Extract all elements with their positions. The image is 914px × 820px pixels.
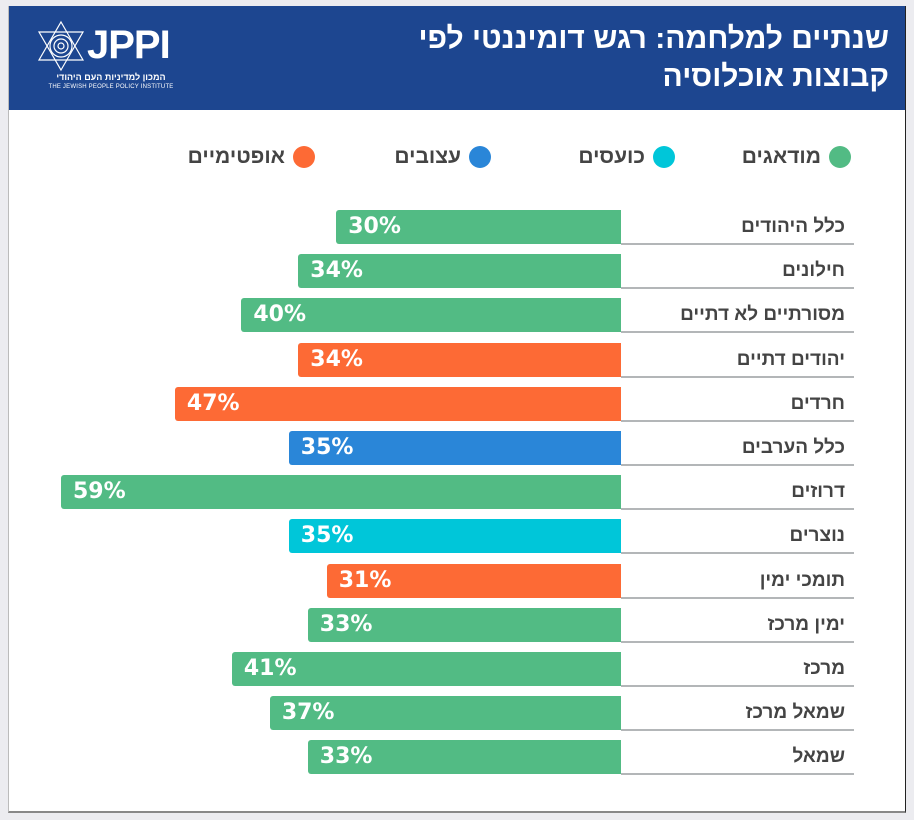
header: JPPI המכון למדיניות העם היהודי THE JEWIS… bbox=[9, 6, 905, 110]
category-label: דרוזים bbox=[791, 481, 845, 503]
bar-value-label: 33% bbox=[319, 744, 373, 770]
bar-value-label: 34% bbox=[310, 346, 363, 372]
row-divider bbox=[621, 243, 854, 245]
legend-item-optimistic: אופטימיים bbox=[188, 145, 315, 169]
category-label: חילונים bbox=[782, 260, 845, 282]
bar bbox=[174, 386, 621, 421]
category-label: שמאל מרכז bbox=[745, 702, 845, 724]
bar-value-label: 31% bbox=[338, 567, 392, 593]
bar bbox=[307, 607, 621, 642]
bar-value-label: 33% bbox=[319, 611, 373, 637]
legend-label: כועסים bbox=[578, 145, 645, 168]
page-title: שנתיים למלחמה: רגש דומיננטי לפי קבוצות א… bbox=[329, 20, 889, 96]
row-divider bbox=[621, 375, 854, 378]
legend-item-sad: עצובים bbox=[394, 145, 491, 169]
legend-swatch-icon bbox=[653, 146, 675, 168]
category-label: תומכי ימין bbox=[759, 569, 845, 591]
row-divider bbox=[621, 331, 854, 334]
row-divider bbox=[621, 685, 854, 687]
legend-item-angry: כועסים bbox=[578, 145, 675, 169]
legend-swatch-icon bbox=[469, 146, 491, 168]
bar-value-label: 37% bbox=[281, 700, 335, 726]
bar bbox=[298, 342, 621, 377]
logo-wordmark: JPPI bbox=[87, 23, 171, 67]
category-label: חרדים bbox=[790, 392, 845, 414]
bar bbox=[241, 298, 621, 333]
category-label: כלל היהודים bbox=[741, 216, 845, 237]
legend-label: מודאגים bbox=[741, 145, 821, 168]
bar-value-label: 47% bbox=[186, 390, 240, 416]
category-label: נוצרים bbox=[789, 525, 845, 547]
logo-english-name: THE JEWISH PEOPLE POLICY INSTITUTE bbox=[48, 84, 174, 90]
legend-swatch-icon bbox=[829, 146, 851, 168]
bar bbox=[288, 519, 621, 554]
infographic-card: JPPI המכון למדיניות העם היהודי THE JEWIS… bbox=[8, 6, 906, 813]
row-divider bbox=[621, 640, 854, 643]
bar-value-label: 59% bbox=[73, 479, 126, 505]
bar bbox=[298, 254, 621, 289]
category-label: שמאל bbox=[792, 746, 845, 768]
title-line-2: קבוצות אוכלוסיה bbox=[662, 60, 889, 93]
bar-value-label: 35% bbox=[300, 435, 354, 460]
bar-value-label: 41% bbox=[243, 656, 297, 681]
title-line-1: שנתיים למלחמה: רגש דומיננטי לפי bbox=[418, 22, 889, 55]
bar-value-label: 35% bbox=[300, 523, 354, 549]
row-divider bbox=[621, 773, 854, 776]
bar-value-label: 30% bbox=[348, 214, 401, 239]
bar-value-label: 40% bbox=[253, 302, 306, 328]
category-label: כלל הערבים bbox=[741, 437, 845, 458]
row-divider bbox=[621, 419, 854, 422]
row-divider bbox=[621, 287, 854, 290]
row-divider bbox=[621, 464, 854, 466]
bar bbox=[269, 696, 621, 731]
row-divider bbox=[621, 552, 854, 555]
category-label: יהודים דתיים bbox=[736, 348, 845, 370]
category-label: מרכז bbox=[803, 658, 845, 679]
legend-label: אופטימיים bbox=[187, 145, 285, 168]
bar-value-label: 34% bbox=[310, 258, 363, 284]
bar bbox=[231, 652, 621, 686]
legend-label: עצובים bbox=[394, 145, 461, 168]
row-divider bbox=[621, 729, 854, 732]
bar bbox=[326, 563, 621, 598]
bar bbox=[288, 431, 621, 465]
bar bbox=[336, 210, 621, 244]
bar bbox=[61, 475, 621, 510]
category-label: ימין מרכז bbox=[767, 613, 845, 635]
legend-swatch-icon bbox=[293, 146, 315, 168]
logo-hebrew-name: המכון למדיניות העם היהודי bbox=[56, 72, 166, 82]
row-divider bbox=[621, 596, 854, 599]
row-divider bbox=[621, 508, 854, 511]
legend-item-worried: מודאגים bbox=[742, 145, 851, 169]
jppi-logo: JPPI המכון למדיניות העם היהודי THE JEWIS… bbox=[35, 20, 185, 96]
bar bbox=[307, 740, 621, 775]
star-of-david-icon bbox=[37, 20, 85, 72]
category-label: מסורתיים לא דתיים bbox=[680, 304, 845, 326]
